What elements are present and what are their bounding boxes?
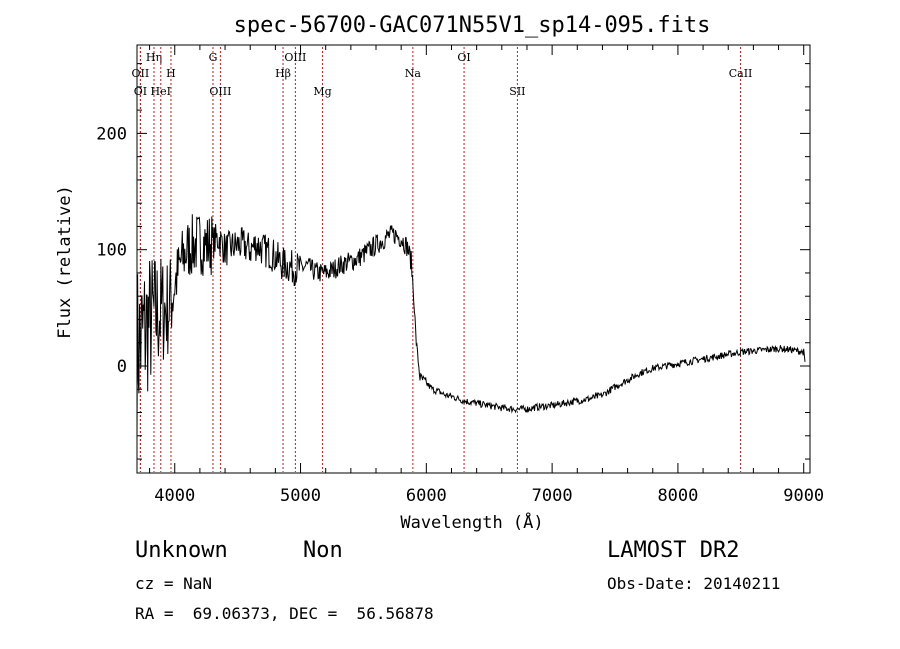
reference-line-label: H <box>166 67 176 80</box>
axis-ticks: 4000 5000 6000 7000 8000 9000 0 100 200 <box>96 45 824 506</box>
y-axis-label: Flux (relative) <box>55 185 75 339</box>
reference-line-label: G <box>209 51 218 64</box>
spectrum-line <box>136 214 806 436</box>
survey-label: LAMOST DR2 <box>607 538 740 563</box>
reference-line-label: OII <box>132 67 150 80</box>
y-tick-label: 200 <box>96 124 127 144</box>
reference-line-label: HeI <box>151 85 171 98</box>
reference-line-label: OIII <box>209 85 231 98</box>
reference-line-label: Hη <box>146 51 162 64</box>
redshift-label: cz = NaN <box>135 574 213 593</box>
class-label: Unknown <box>135 538 228 563</box>
reference-line-label: Mg <box>313 85 331 98</box>
x-axis-label: Wavelength (Å) <box>400 511 543 533</box>
obs-date-label: Obs-Date: 20140211 <box>607 574 781 593</box>
y-tick-label: 100 <box>96 241 127 261</box>
x-tick-label: 6000 <box>406 486 447 506</box>
reference-line-label: Hβ <box>275 67 291 80</box>
chart-title: spec-56700-GAC071N55V1_sp14-095.fits <box>234 13 711 38</box>
coordinates-label: RA = 69.06373, DEC = 56.56878 <box>135 604 434 623</box>
plot-frame <box>136 44 811 474</box>
reference-line-label: Na <box>405 67 422 80</box>
reference-line-label: CaII <box>729 67 753 80</box>
reference-line-label: OIII <box>284 51 306 64</box>
x-tick-label: 9000 <box>783 486 824 506</box>
reference-line-label: OI <box>134 85 147 98</box>
x-tick-label: 4000 <box>154 486 195 506</box>
y-tick-label: 0 <box>117 357 127 377</box>
x-tick-label: 7000 <box>532 486 573 506</box>
reference-line-label: OI <box>457 51 470 64</box>
x-tick-label: 5000 <box>280 486 321 506</box>
reference-line-label: SII <box>509 85 525 98</box>
x-tick-label: 8000 <box>657 486 698 506</box>
reference-lines: OII OI Hη HeI H G OIII Hβ OIII Mg Na OI SII CaII <box>132 47 753 472</box>
subclass-label: Non <box>303 538 343 563</box>
